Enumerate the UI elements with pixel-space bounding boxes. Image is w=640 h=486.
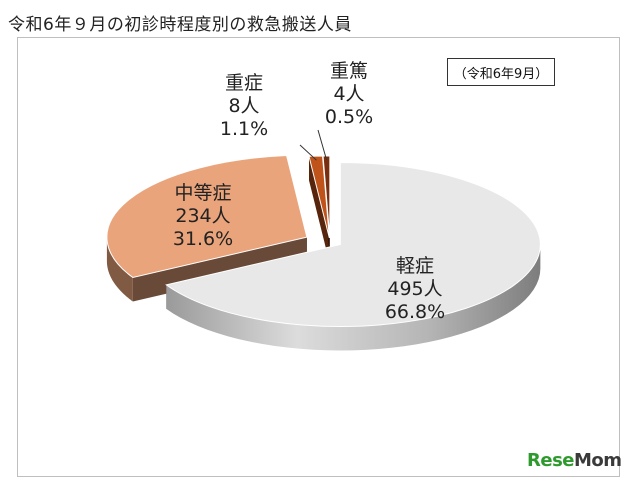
pie-slice-critical [322, 155, 331, 238]
chart-panel [17, 37, 620, 477]
slice-label-moderate: 中等症 234人 31.6% [173, 182, 233, 251]
slice-name-critical: 重篤 [329, 60, 368, 82]
pie-tops [106, 155, 541, 327]
slice-name-moderate: 中等症 [174, 182, 232, 204]
slice-label-critical: 重篤 4人 0.5% [325, 60, 373, 129]
slice-name-light: 軽症 [395, 255, 435, 277]
pie-cut-face-severe-0 [309, 156, 330, 262]
slice-value-severe: 8人 [228, 95, 260, 117]
date-note: （令和6年9月） [447, 58, 555, 86]
slice-percent-critical: 0.5% [324, 106, 374, 128]
pie-slice-moderate [106, 155, 308, 279]
slice-percent-moderate: 31.6% [172, 228, 234, 250]
pie-side-light [166, 244, 541, 351]
slice-percent-severe: 1.1% [219, 118, 269, 140]
slice-value-light: 495人 [387, 278, 443, 300]
leader-line-critical [317, 129, 328, 161]
resemom-logo: ReseMom [527, 450, 622, 471]
pie-leaders [299, 129, 328, 161]
slice-value-critical: 4人 [333, 83, 365, 105]
chart-title: 令和6年９月の初診時程度別の救急搬送人員 [8, 15, 352, 35]
slice-percent-light: 66.8% [384, 301, 446, 323]
pie-slice-severe [308, 155, 330, 239]
slice-value-moderate: 234人 [175, 205, 231, 227]
pie-slice-light [165, 161, 541, 327]
slice-label-light: 軽症 495人 66.8% [385, 255, 445, 324]
leader-line-severe [299, 144, 317, 161]
slice-name-severe: 重症 [224, 72, 263, 94]
slice-label-severe: 重症 8人 1.1% [220, 72, 268, 141]
pie-side-moderate [106, 237, 133, 302]
